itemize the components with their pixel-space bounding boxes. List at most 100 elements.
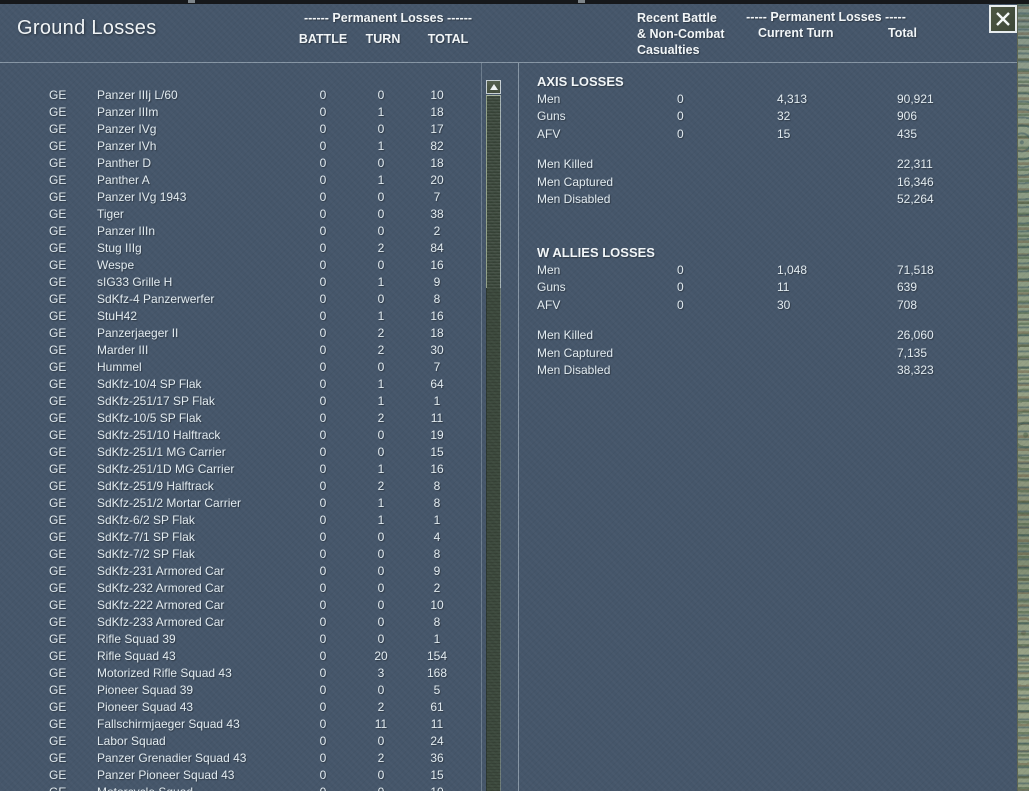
unit-battle-losses: 0 bbox=[319, 394, 327, 408]
unit-row: GE SdKfz-7/1 SP Flak 0 0 4 bbox=[0, 529, 481, 546]
panel-divider bbox=[518, 63, 519, 791]
scrollbar-thumb[interactable] bbox=[486, 95, 501, 288]
unit-name: SdKfz-251/1 MG Carrier bbox=[97, 445, 226, 459]
unit-name: SdKfz-251/9 Halftrack bbox=[97, 479, 214, 493]
losses-summary-panel: AXIS LOSSES Men 0 4,313 90,921 Guns 0 32… bbox=[537, 66, 1007, 380]
recent-casualties-label: Recent Battle & Non-Combat Casualties bbox=[637, 10, 725, 58]
unit-nation: GE bbox=[49, 258, 67, 272]
unit-total-losses: 10 bbox=[430, 598, 444, 612]
unit-total-losses: 16 bbox=[430, 309, 444, 323]
unit-name: SdKfz-6/2 SP Flak bbox=[97, 513, 195, 527]
unit-row: GE SdKfz-251/1D MG Carrier 0 1 16 bbox=[0, 461, 481, 478]
loss-current-turn: 1,048 bbox=[777, 262, 808, 277]
unit-name: Panzer IIIn bbox=[97, 224, 156, 238]
unit-nation: GE bbox=[49, 547, 67, 561]
unit-total-losses: 38 bbox=[430, 207, 444, 221]
unit-battle-losses: 0 bbox=[319, 411, 327, 425]
unit-nation: GE bbox=[49, 241, 67, 255]
list-scrollbar[interactable] bbox=[486, 80, 501, 791]
loss-label: Men Killed bbox=[537, 157, 594, 171]
unit-row: GE Pioneer Squad 43 0 2 61 bbox=[0, 699, 481, 716]
unit-row: GE Marder III 0 2 30 bbox=[0, 342, 481, 359]
unit-total-losses: 15 bbox=[430, 445, 444, 459]
unit-nation: GE bbox=[49, 394, 67, 408]
unit-row: GE Tiger 0 0 38 bbox=[0, 206, 481, 223]
unit-nation: GE bbox=[49, 275, 67, 289]
unit-battle-losses: 0 bbox=[319, 224, 327, 238]
unit-turn-losses: 1 bbox=[377, 309, 385, 323]
unit-row: GE SdKfz-4 Panzerwerfer 0 0 8 bbox=[0, 291, 481, 308]
unit-total-losses: 24 bbox=[430, 734, 444, 748]
unit-turn-losses: 2 bbox=[377, 241, 385, 255]
unit-turn-losses: 1 bbox=[377, 275, 385, 289]
unit-row: GE Hummel 0 0 7 bbox=[0, 359, 481, 376]
unit-turn-losses: 2 bbox=[377, 479, 385, 493]
loss-total: 22,311 bbox=[897, 157, 933, 171]
unit-row: GE SdKfz-251/10 Halftrack 0 0 19 bbox=[0, 427, 481, 444]
unit-name: Pioneer Squad 39 bbox=[97, 683, 194, 697]
unit-row: GE Panzer Pioneer Squad 43 0 0 15 bbox=[0, 767, 481, 784]
header-divider bbox=[0, 62, 1017, 63]
unit-turn-losses: 0 bbox=[377, 88, 385, 102]
unit-turn-losses: 0 bbox=[377, 547, 385, 561]
unit-row: GE SdKfz-232 Armored Car 0 0 2 bbox=[0, 580, 481, 597]
loss-current-turn: 30 bbox=[777, 297, 791, 312]
unit-nation: GE bbox=[49, 462, 67, 476]
unit-total-losses: 10 bbox=[430, 88, 444, 102]
unit-total-losses: 1 bbox=[433, 394, 441, 408]
column-header-battle: BATTLE bbox=[298, 32, 348, 46]
loss-label: Guns bbox=[537, 280, 566, 294]
unit-row: GE SdKfz-10/5 SP Flak 0 2 11 bbox=[0, 410, 481, 427]
unit-total-losses: 36 bbox=[430, 751, 444, 765]
column-header-turn: TURN bbox=[365, 32, 401, 46]
unit-total-losses: 8 bbox=[433, 496, 441, 510]
unit-turn-losses: 11 bbox=[374, 717, 388, 731]
loss-breakdown-row: Men Captured 7,135 bbox=[537, 345, 1007, 363]
unit-nation: GE bbox=[49, 683, 67, 697]
unit-name: SdKfz-251/1D MG Carrier bbox=[97, 462, 235, 476]
unit-turn-losses: 0 bbox=[377, 530, 385, 544]
unit-turn-losses: 3 bbox=[377, 666, 385, 680]
wallies-losses-rows: Men 0 1,048 71,518 Guns 0 11 639 AFV 0 3… bbox=[537, 262, 1007, 315]
unit-turn-losses: 1 bbox=[377, 173, 385, 187]
scrollbar-track[interactable] bbox=[486, 95, 501, 791]
unit-nation: GE bbox=[49, 581, 67, 595]
unit-nation: GE bbox=[49, 122, 67, 136]
unit-total-losses: 4 bbox=[433, 530, 441, 544]
loss-current-turn: 4,313 bbox=[777, 91, 808, 106]
unit-total-losses: 61 bbox=[430, 700, 444, 714]
unit-battle-losses: 0 bbox=[319, 666, 327, 680]
loss-total: 16,346 bbox=[897, 174, 934, 189]
unit-battle-losses: 0 bbox=[319, 207, 327, 221]
unit-row: GE SdKfz-251/9 Halftrack 0 2 8 bbox=[0, 478, 481, 495]
unit-total-losses: 17 bbox=[430, 122, 444, 136]
unit-battle-losses: 0 bbox=[319, 292, 327, 306]
unit-row: GE Stug IIIg 0 2 84 bbox=[0, 240, 481, 257]
spacer bbox=[537, 143, 1007, 156]
loss-label: Men Captured bbox=[537, 345, 614, 360]
unit-battle-losses: 0 bbox=[319, 513, 327, 527]
unit-turn-losses: 0 bbox=[377, 445, 385, 459]
unit-total-losses: 7 bbox=[433, 360, 441, 374]
loss-label: Men Disabled bbox=[537, 363, 611, 377]
unit-nation: GE bbox=[49, 700, 67, 714]
unit-name: Panzer IIIm bbox=[97, 105, 159, 119]
close-button[interactable] bbox=[989, 5, 1017, 33]
spacer bbox=[537, 314, 1007, 327]
left-permanent-losses-label: ------ Permanent Losses ------ bbox=[303, 11, 473, 25]
unit-nation: GE bbox=[49, 666, 67, 680]
unit-name: sIG33 Grille H bbox=[97, 275, 173, 289]
unit-nation: GE bbox=[49, 360, 67, 374]
unit-battle-losses: 0 bbox=[319, 581, 327, 595]
unit-total-losses: 15 bbox=[430, 768, 444, 782]
unit-row: GE Panzer Grenadier Squad 43 0 2 36 bbox=[0, 750, 481, 767]
unit-name: Panzer IVh bbox=[97, 139, 157, 153]
loss-total: 435 bbox=[897, 126, 918, 141]
unit-name: Panzer IVg 1943 bbox=[97, 190, 187, 204]
unit-battle-losses: 0 bbox=[319, 343, 327, 357]
unit-name: Panther D bbox=[97, 156, 152, 170]
scroll-up-button[interactable] bbox=[486, 80, 501, 94]
column-header-total: TOTAL bbox=[427, 32, 469, 46]
unit-total-losses: 16 bbox=[430, 258, 444, 272]
unit-name: SdKfz-7/1 SP Flak bbox=[97, 530, 195, 544]
